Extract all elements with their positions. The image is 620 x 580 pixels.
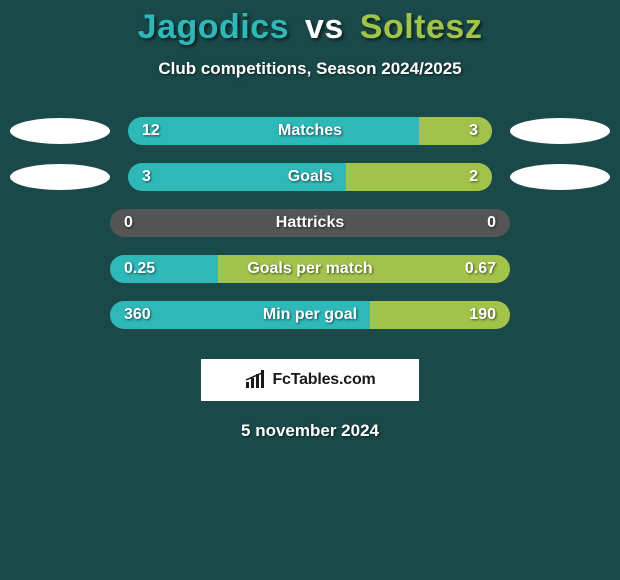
stat-value-right: 3 xyxy=(469,122,478,140)
player2-oval-icon xyxy=(510,118,610,144)
stat-bar-track: 3 2 Goals xyxy=(128,163,492,191)
player1-oval-icon xyxy=(10,164,110,190)
stat-value-left: 0 xyxy=(124,214,133,232)
player1-name: Jagodics xyxy=(138,8,289,46)
stat-row: 360 190 Min per goal xyxy=(10,301,610,329)
player2-name: Soltesz xyxy=(360,8,483,46)
page-title: Jagodics vs Soltesz xyxy=(0,0,620,47)
stat-value-left: 360 xyxy=(124,306,151,324)
bars-icon xyxy=(244,370,268,390)
vs-label: vs xyxy=(305,8,344,46)
stat-value-left: 12 xyxy=(142,122,160,140)
player2-oval-icon xyxy=(510,164,610,190)
stat-row: 0.25 0.67 Goals per match xyxy=(10,255,610,283)
brand-badge: FcTables.com xyxy=(201,359,419,401)
stat-value-right: 190 xyxy=(469,306,496,324)
stat-label: Min per goal xyxy=(263,306,357,324)
subtitle: Club competitions, Season 2024/2025 xyxy=(0,59,620,79)
stat-bar-track: 0.25 0.67 Goals per match xyxy=(110,255,510,283)
stats-rows: 12 3 Matches 3 2 Goals 0 0 Hattricks 0.25 0.67 Goal… xyxy=(0,117,620,329)
stat-label: Goals per match xyxy=(247,260,372,278)
date-label: 5 november 2024 xyxy=(0,421,620,441)
stat-row: 0 0 Hattricks xyxy=(10,209,610,237)
stat-bar-fill-left xyxy=(128,117,419,145)
stat-bar-track: 360 190 Min per goal xyxy=(110,301,510,329)
stat-value-right: 2 xyxy=(469,168,478,186)
stat-bar-track: 0 0 Hattricks xyxy=(110,209,510,237)
stat-value-left: 3 xyxy=(142,168,151,186)
stat-label: Goals xyxy=(288,168,332,186)
stat-bar-track: 12 3 Matches xyxy=(128,117,492,145)
player1-oval-icon xyxy=(10,118,110,144)
stat-row: 3 2 Goals xyxy=(10,163,610,191)
stat-value-right: 0 xyxy=(487,214,496,232)
comparison-card: Jagodics vs Soltesz Club competitions, S… xyxy=(0,0,620,580)
brand-text: FcTables.com xyxy=(272,371,375,389)
stat-value-left: 0.25 xyxy=(124,260,155,278)
stat-row: 12 3 Matches xyxy=(10,117,610,145)
stat-label: Hattricks xyxy=(276,214,344,232)
stat-label: Matches xyxy=(278,122,342,140)
stat-value-right: 0.67 xyxy=(465,260,496,278)
stat-bar-fill-right xyxy=(419,117,492,145)
